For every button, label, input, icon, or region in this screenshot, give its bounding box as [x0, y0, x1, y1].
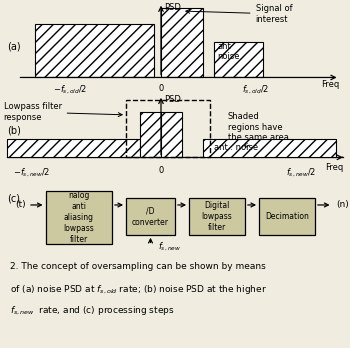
Bar: [126, 198, 175, 235]
Bar: [35, 24, 154, 78]
Bar: [161, 8, 203, 78]
Text: $f_{s,old}/2$: $f_{s,old}/2$: [242, 84, 269, 96]
Text: 0: 0: [158, 166, 164, 175]
Text: of (a) noise PSD at $f_{s,old}$ rate; (b) noise PSD at the higher: of (a) noise PSD at $f_{s,old}$ rate; (b…: [10, 283, 267, 296]
Text: ant . noise: ant . noise: [214, 143, 258, 152]
Text: $f_{s,new}$: $f_{s,new}$: [158, 240, 181, 253]
Text: PSD: PSD: [164, 3, 181, 12]
Text: $f_{s,new}$  rate, and (c) processing steps: $f_{s,new}$ rate, and (c) processing ste…: [10, 304, 175, 317]
Text: 0: 0: [158, 84, 164, 93]
Bar: [203, 139, 336, 157]
Text: Decimation: Decimation: [265, 212, 309, 221]
Bar: [259, 198, 315, 235]
Text: $f_{s,new}/2$: $f_{s,new}/2$: [286, 166, 316, 179]
Bar: [189, 198, 245, 235]
Text: nalog
anti
aliasing
lowpass
filter: nalog anti aliasing lowpass filter: [63, 191, 94, 244]
Bar: [140, 112, 161, 157]
Bar: [214, 42, 262, 78]
Text: Freq: Freq: [321, 80, 340, 89]
Text: $-f_{s,new}/2$: $-f_{s,new}/2$: [13, 166, 50, 179]
Bar: [161, 112, 182, 157]
Text: (c): (c): [7, 193, 20, 203]
Text: (b): (b): [7, 125, 21, 135]
Text: Freq: Freq: [325, 163, 343, 172]
Text: 2. The concept of oversampling can be shown by means: 2. The concept of oversampling can be sh…: [10, 262, 266, 271]
Bar: [126, 100, 210, 157]
Text: Lowpass filter
response: Lowpass filter response: [4, 102, 122, 122]
Text: (n): (n): [336, 200, 349, 209]
Text: PSD: PSD: [164, 95, 181, 104]
Text: Signal of
interest: Signal of interest: [186, 4, 292, 24]
Text: (a): (a): [7, 41, 21, 51]
Bar: [7, 139, 140, 157]
Text: Digital
lowpass
filter: Digital lowpass filter: [202, 201, 232, 232]
Text: $-f_{s,old}/2$: $-f_{s,old}/2$: [53, 84, 87, 96]
Text: Shaded
regions have
the same area: Shaded regions have the same area: [228, 112, 288, 148]
Text: (t): (t): [16, 200, 26, 209]
Text: ant
noise: ant noise: [217, 42, 239, 61]
Text: /D
converter: /D converter: [132, 206, 169, 227]
Bar: [46, 191, 112, 244]
